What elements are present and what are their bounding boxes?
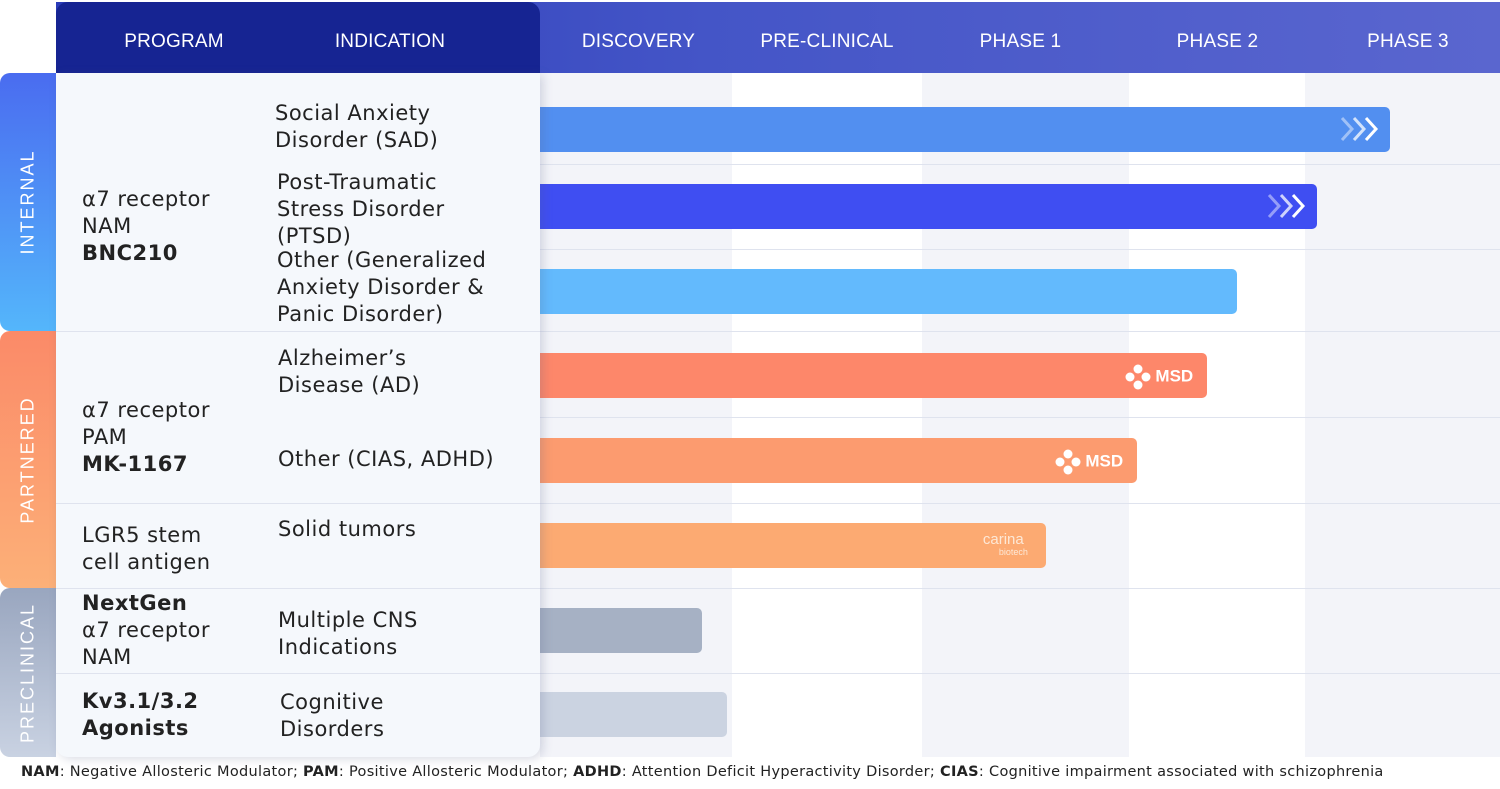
indication-gad-panic: Other (Generalized Anxiety Disorder & Pa… [277,248,487,326]
header-phase-3: PHASE 3 [1367,31,1449,52]
header-phase-discovery: DISCOVERY [581,31,696,52]
bar-cognitive [530,692,728,737]
row-divider [540,673,1500,674]
category-label-internal: INTERNAL [17,149,38,255]
bar-sad [530,107,1390,152]
row-divider [540,164,1500,165]
row-divider [540,588,1500,589]
panel-row-divider [56,588,540,589]
indication-ptsd: Post-Traumatic Stress Disorder (PTSD) [277,170,445,248]
header-indication: INDICATION [334,31,446,52]
panel-row-divider [56,331,540,332]
partner-logo-carina: carina biotech [982,531,1028,557]
bar-cias-adhd: MSD [530,438,1138,483]
footnote-abbreviations: NAM: Negative Allosteric Modulator; PAM:… [21,764,1384,780]
panel-row-divider [56,673,540,674]
partner-logo-msd: MSD [1055,448,1123,475]
ongoing-chevrons-icon [1267,193,1305,219]
program-kv3: Kv3.1/3.2 Agonists [82,689,199,740]
indication-multiple-cns: Multiple CNS Indications [278,608,418,659]
band-phase-3 [1305,73,1500,757]
partner-logo-msd: MSD [1125,363,1193,390]
header-phase-2: PHASE 2 [1176,31,1259,52]
category-internal: INTERNAL [0,73,56,331]
indication-cognitive: Cognitive Disorders [280,690,385,741]
band-preclinical [732,73,922,757]
bar-multiple-cns [530,608,703,653]
band-discovery [540,73,732,757]
category-label-partnered: PARTNERED [17,395,38,524]
band-phase-1 [922,73,1129,757]
msd-logo-icon [1125,364,1151,390]
ongoing-chevrons-icon [1340,116,1378,142]
header-program: PROGRAM [124,31,224,52]
bar-ptsd [530,184,1317,229]
indication-sad: Social Anxiety Disorder (SAD) [275,101,439,152]
row-divider [540,417,1500,418]
panel-row-divider [56,503,540,504]
program-lgr5: LGR5 stem cell antigen [82,523,211,574]
header-program-indication [56,2,540,73]
bar-solid-tumors: carina biotech [530,523,1046,568]
header-phase-preclinical: PRE-CLINICAL [760,31,894,52]
category-partnered: PARTNERED [0,331,56,588]
program-nextgen: NextGen α7 receptor NAM [82,591,210,669]
category-preclinical: PRECLINICAL [0,588,56,757]
row-divider [540,249,1500,250]
program-mk-1167: α7 receptor PAM MK-1167 [82,398,210,476]
category-label-preclinical: PRECLINICAL [17,602,38,743]
header-phase-1: PHASE 1 [979,31,1062,52]
program-bnc210: α7 receptor NAM BNC210 [82,187,210,265]
msd-logo-icon [1055,449,1081,475]
row-divider [540,331,1500,332]
indication-cias-adhd: Other (CIAS, ADHD) [278,447,495,471]
bar-gad-panic [530,269,1237,314]
program-indication-panel [56,73,540,757]
row-divider [540,503,1500,504]
indication-solid-tumors: Solid tumors [278,517,417,541]
bar-alzheimers: MSD [530,353,1208,398]
band-phase-2 [1129,73,1305,757]
indication-alzheimers: Alzheimer’s Disease (AD) [278,346,421,397]
